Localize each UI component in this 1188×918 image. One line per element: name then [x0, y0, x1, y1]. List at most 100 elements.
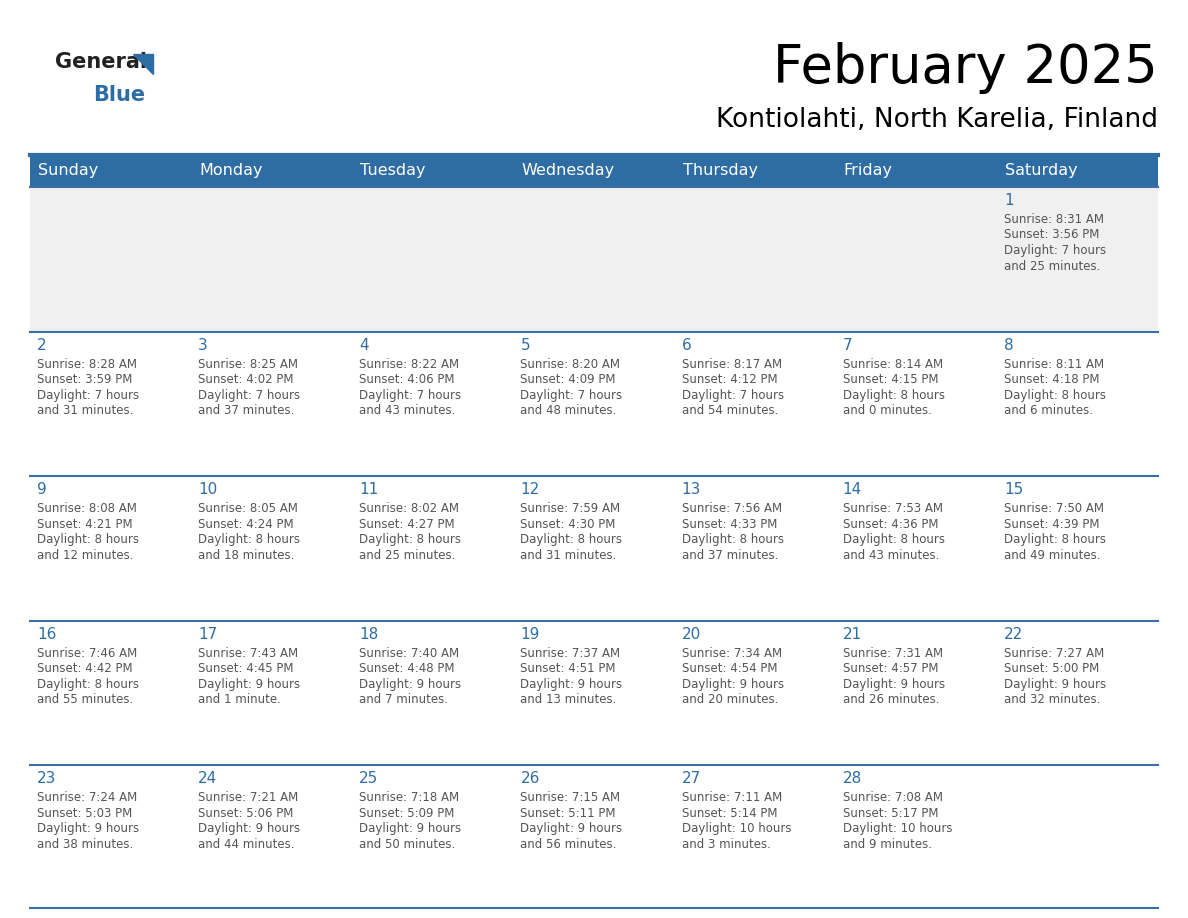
- Text: Sunrise: 8:11 AM: Sunrise: 8:11 AM: [1004, 358, 1104, 371]
- Text: Sunday: Sunday: [38, 163, 99, 178]
- Text: and 6 minutes.: and 6 minutes.: [1004, 404, 1093, 417]
- Text: Sunset: 4:09 PM: Sunset: 4:09 PM: [520, 373, 615, 386]
- Text: Sunset: 3:59 PM: Sunset: 3:59 PM: [37, 373, 132, 386]
- Text: Sunrise: 7:46 AM: Sunrise: 7:46 AM: [37, 647, 138, 660]
- Bar: [30, 621, 1158, 766]
- Text: Monday: Monday: [200, 163, 263, 178]
- Text: Daylight: 7 hours: Daylight: 7 hours: [37, 388, 139, 401]
- Text: Sunset: 5:06 PM: Sunset: 5:06 PM: [198, 807, 293, 820]
- Text: Daylight: 8 hours: Daylight: 8 hours: [842, 388, 944, 401]
- Text: Sunrise: 7:50 AM: Sunrise: 7:50 AM: [1004, 502, 1104, 515]
- Text: Sunset: 5:17 PM: Sunset: 5:17 PM: [842, 807, 939, 820]
- Text: Sunrise: 8:20 AM: Sunrise: 8:20 AM: [520, 358, 620, 371]
- Text: and 12 minutes.: and 12 minutes.: [37, 549, 133, 562]
- Polygon shape: [133, 54, 153, 74]
- Text: Sunset: 4:48 PM: Sunset: 4:48 PM: [359, 662, 455, 676]
- Text: Sunset: 4:02 PM: Sunset: 4:02 PM: [198, 373, 293, 386]
- Text: Sunrise: 7:15 AM: Sunrise: 7:15 AM: [520, 791, 620, 804]
- Text: 17: 17: [198, 627, 217, 642]
- Bar: [30, 155, 191, 187]
- Text: and 31 minutes.: and 31 minutes.: [37, 404, 133, 417]
- Text: 28: 28: [842, 771, 862, 787]
- Text: Sunrise: 8:28 AM: Sunrise: 8:28 AM: [37, 358, 137, 371]
- Text: Sunset: 3:56 PM: Sunset: 3:56 PM: [1004, 229, 1099, 241]
- Text: Sunset: 4:33 PM: Sunset: 4:33 PM: [682, 518, 777, 531]
- Text: 5: 5: [520, 338, 530, 353]
- Text: Daylight: 7 hours: Daylight: 7 hours: [520, 388, 623, 401]
- Text: and 0 minutes.: and 0 minutes.: [842, 404, 931, 417]
- Text: Daylight: 8 hours: Daylight: 8 hours: [198, 533, 301, 546]
- Text: and 31 minutes.: and 31 minutes.: [520, 549, 617, 562]
- Text: and 7 minutes.: and 7 minutes.: [359, 693, 448, 706]
- Bar: [30, 476, 1158, 621]
- Text: Daylight: 7 hours: Daylight: 7 hours: [1004, 244, 1106, 257]
- Text: General: General: [55, 52, 147, 72]
- Text: Sunset: 4:27 PM: Sunset: 4:27 PM: [359, 518, 455, 531]
- Text: Sunrise: 7:31 AM: Sunrise: 7:31 AM: [842, 647, 943, 660]
- Text: Daylight: 10 hours: Daylight: 10 hours: [842, 823, 953, 835]
- Bar: [997, 155, 1158, 187]
- Text: Daylight: 8 hours: Daylight: 8 hours: [359, 533, 461, 546]
- Text: Sunset: 4:24 PM: Sunset: 4:24 PM: [198, 518, 293, 531]
- Text: February 2025: February 2025: [773, 42, 1158, 94]
- Text: and 26 minutes.: and 26 minutes.: [842, 693, 940, 706]
- Text: Sunrise: 7:40 AM: Sunrise: 7:40 AM: [359, 647, 460, 660]
- Text: 12: 12: [520, 482, 539, 498]
- Text: Daylight: 7 hours: Daylight: 7 hours: [198, 388, 301, 401]
- Bar: [353, 155, 513, 187]
- Text: Daylight: 9 hours: Daylight: 9 hours: [198, 823, 301, 835]
- Text: Sunset: 5:14 PM: Sunset: 5:14 PM: [682, 807, 777, 820]
- Text: Daylight: 9 hours: Daylight: 9 hours: [520, 677, 623, 691]
- Text: 3: 3: [198, 338, 208, 353]
- Text: Sunrise: 7:37 AM: Sunrise: 7:37 AM: [520, 647, 620, 660]
- Text: Sunrise: 7:24 AM: Sunrise: 7:24 AM: [37, 791, 138, 804]
- Text: and 48 minutes.: and 48 minutes.: [520, 404, 617, 417]
- Text: Sunrise: 7:11 AM: Sunrise: 7:11 AM: [682, 791, 782, 804]
- Text: Sunrise: 7:21 AM: Sunrise: 7:21 AM: [198, 791, 298, 804]
- Text: 23: 23: [37, 771, 56, 787]
- Text: Sunrise: 8:25 AM: Sunrise: 8:25 AM: [198, 358, 298, 371]
- Text: and 56 minutes.: and 56 minutes.: [520, 838, 617, 851]
- Text: Sunset: 5:00 PM: Sunset: 5:00 PM: [1004, 662, 1099, 676]
- Text: Sunset: 4:21 PM: Sunset: 4:21 PM: [37, 518, 133, 531]
- Text: Daylight: 8 hours: Daylight: 8 hours: [1004, 388, 1106, 401]
- Text: Daylight: 7 hours: Daylight: 7 hours: [359, 388, 461, 401]
- Text: Sunrise: 8:05 AM: Sunrise: 8:05 AM: [198, 502, 298, 515]
- Text: 2: 2: [37, 338, 46, 353]
- Text: Daylight: 9 hours: Daylight: 9 hours: [842, 677, 944, 691]
- Text: Sunrise: 8:08 AM: Sunrise: 8:08 AM: [37, 502, 137, 515]
- Text: 15: 15: [1004, 482, 1023, 498]
- Bar: [30, 766, 1158, 910]
- Text: 14: 14: [842, 482, 862, 498]
- Text: 10: 10: [198, 482, 217, 498]
- Text: Daylight: 9 hours: Daylight: 9 hours: [359, 677, 461, 691]
- Text: Daylight: 9 hours: Daylight: 9 hours: [682, 677, 784, 691]
- Text: 7: 7: [842, 338, 852, 353]
- Text: Sunset: 4:18 PM: Sunset: 4:18 PM: [1004, 373, 1099, 386]
- Text: Sunrise: 7:43 AM: Sunrise: 7:43 AM: [198, 647, 298, 660]
- Text: Kontiolahti, North Karelia, Finland: Kontiolahti, North Karelia, Finland: [716, 107, 1158, 133]
- Text: Friday: Friday: [843, 163, 892, 178]
- Text: Sunrise: 7:27 AM: Sunrise: 7:27 AM: [1004, 647, 1104, 660]
- Text: Daylight: 8 hours: Daylight: 8 hours: [37, 533, 139, 546]
- Text: Daylight: 9 hours: Daylight: 9 hours: [359, 823, 461, 835]
- Text: Sunset: 4:45 PM: Sunset: 4:45 PM: [198, 662, 293, 676]
- Text: and 54 minutes.: and 54 minutes.: [682, 404, 778, 417]
- Text: Sunset: 4:15 PM: Sunset: 4:15 PM: [842, 373, 939, 386]
- Text: 18: 18: [359, 627, 379, 642]
- Text: 6: 6: [682, 338, 691, 353]
- Text: Sunrise: 8:17 AM: Sunrise: 8:17 AM: [682, 358, 782, 371]
- Text: Sunrise: 8:31 AM: Sunrise: 8:31 AM: [1004, 213, 1104, 226]
- Text: Sunrise: 7:18 AM: Sunrise: 7:18 AM: [359, 791, 460, 804]
- Text: and 3 minutes.: and 3 minutes.: [682, 838, 771, 851]
- Text: Sunrise: 7:56 AM: Sunrise: 7:56 AM: [682, 502, 782, 515]
- Text: 13: 13: [682, 482, 701, 498]
- Text: Wednesday: Wednesday: [522, 163, 614, 178]
- Text: Sunset: 5:03 PM: Sunset: 5:03 PM: [37, 807, 132, 820]
- Text: and 37 minutes.: and 37 minutes.: [682, 549, 778, 562]
- Text: 11: 11: [359, 482, 379, 498]
- Text: and 18 minutes.: and 18 minutes.: [198, 549, 295, 562]
- Text: and 25 minutes.: and 25 minutes.: [359, 549, 456, 562]
- Text: Sunrise: 7:53 AM: Sunrise: 7:53 AM: [842, 502, 943, 515]
- Text: Blue: Blue: [93, 85, 145, 105]
